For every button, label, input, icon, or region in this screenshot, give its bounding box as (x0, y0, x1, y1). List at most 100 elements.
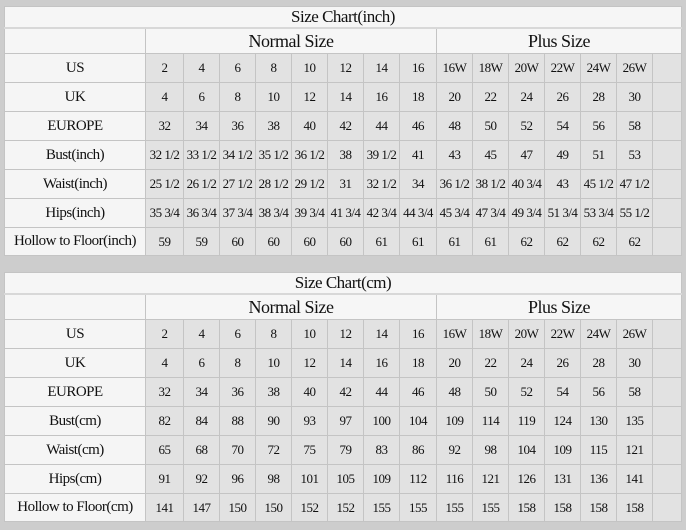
size-cell: 2 (145, 319, 184, 349)
size-cell: 130 (580, 406, 617, 436)
size-cell: 45 3/4 (436, 198, 473, 228)
size-cell: 92 (183, 464, 220, 494)
size-cell: 36 3/4 (183, 198, 220, 228)
row-label: Hollow to Floor(cm) (4, 493, 146, 522)
size-cell: 53 (616, 140, 653, 170)
size-cell: 155 (472, 493, 509, 522)
size-cell: 4 (183, 319, 220, 349)
size-cell: 28 1/2 (255, 169, 292, 199)
size-cell: 79 (327, 435, 364, 465)
size-cell: 47 (508, 140, 545, 170)
size-cell: 47 3/4 (472, 198, 509, 228)
size-cell: 68 (183, 435, 220, 465)
size-cell: 61 (436, 227, 473, 256)
size-cell: 147 (183, 493, 220, 522)
size-cell: 25 1/2 (145, 169, 184, 199)
size-cell: 150 (219, 493, 256, 522)
size-cell: 4 (145, 82, 184, 112)
size-cell: 90 (255, 406, 292, 436)
size-cell: 8 (255, 319, 292, 349)
size-cell: 61 (399, 227, 437, 256)
size-cell: 22W (544, 319, 581, 349)
chart-title: Size Chart(inch) (4, 6, 682, 29)
size-cell: 34 1/2 (219, 140, 256, 170)
size-cell: 47 1/2 (616, 169, 653, 199)
size-cell: 33 1/2 (183, 140, 220, 170)
size-cell: 36 (219, 377, 256, 407)
size-cell: 18W (472, 53, 509, 83)
row-label: US (4, 53, 146, 83)
size-cell: 26 1/2 (183, 169, 220, 199)
empty-cell (652, 53, 682, 83)
size-cell: 45 1/2 (580, 169, 617, 199)
size-cell: 114 (472, 406, 509, 436)
size-cell: 105 (327, 464, 364, 494)
size-cell: 104 (399, 406, 437, 436)
size-cell: 16 (399, 53, 437, 83)
size-cell: 49 (544, 140, 581, 170)
size-cell: 22 (472, 82, 509, 112)
empty-cell (652, 377, 682, 407)
size-cell: 121 (472, 464, 509, 494)
size-cell: 43 (436, 140, 473, 170)
size-cell: 51 (580, 140, 617, 170)
size-cell: 6 (183, 82, 220, 112)
size-cell: 37 3/4 (219, 198, 256, 228)
row-label: Bust(cm) (4, 406, 146, 436)
size-cell: 38 1/2 (472, 169, 509, 199)
size-cell: 50 (472, 377, 509, 407)
size-cell: 18 (399, 82, 437, 112)
size-cell: 75 (291, 435, 328, 465)
empty-cell (652, 348, 682, 378)
size-cell: 59 (145, 227, 184, 256)
size-cell: 14 (327, 348, 364, 378)
size-cell: 42 (327, 111, 364, 141)
table-row: EUROPE 32 34 36 38 40 42 44 46 48 50 52 54 56 58 (4, 111, 682, 141)
table-row: Waist(inch) 25 1/2 26 1/2 27 1/2 28 1/2 29 1/… (4, 169, 682, 199)
size-cell: 61 (472, 227, 509, 256)
size-cell: 39 3/4 (291, 198, 328, 228)
empty-cell (652, 493, 682, 522)
size-cell: 155 (363, 493, 400, 522)
size-cell: 155 (399, 493, 437, 522)
size-cell: 42 (327, 377, 364, 407)
size-cell: 62 (544, 227, 581, 256)
table-row: EUROPE 32 34 36 38 40 42 44 46 48 50 52 54 56 58 (4, 377, 682, 407)
size-cell: 8 (219, 348, 256, 378)
size-cell: 86 (399, 435, 437, 465)
size-cell: 40 (291, 377, 328, 407)
size-cell: 6 (183, 348, 220, 378)
empty-cell (652, 435, 682, 465)
size-cell: 51 3/4 (544, 198, 581, 228)
size-cell: 24W (580, 53, 617, 83)
group-plus-size: Plus Size (436, 293, 682, 320)
size-cell: 14 (363, 53, 400, 83)
size-cell: 29 1/2 (291, 169, 328, 199)
size-cell: 43 (544, 169, 581, 199)
size-cell: 30 (616, 82, 653, 112)
size-cell: 32 1/2 (363, 169, 400, 199)
size-cell: 41 3/4 (327, 198, 364, 228)
size-cell: 62 (616, 227, 653, 256)
size-cell: 46 (399, 111, 437, 141)
size-cell: 104 (508, 435, 545, 465)
size-cell: 26 (544, 82, 581, 112)
size-cell: 100 (363, 406, 400, 436)
size-cell: 65 (145, 435, 184, 465)
size-cell: 14 (327, 82, 364, 112)
size-cell: 14 (363, 319, 400, 349)
size-cell: 50 (472, 111, 509, 141)
row-label: Waist(inch) (4, 169, 146, 199)
table-row: US 2 4 6 8 10 12 14 16 16W 18W 20W 22W 24W 26W (4, 53, 682, 83)
size-cell: 158 (616, 493, 653, 522)
size-cell: 20 (436, 82, 473, 112)
size-cell: 4 (183, 53, 220, 83)
size-cell: 58 (616, 377, 653, 407)
size-cell: 12 (291, 82, 328, 112)
size-cell: 16 (363, 348, 400, 378)
empty-cell (652, 82, 682, 112)
group-header-row: Normal Size Plus Size (4, 293, 682, 320)
empty-cell (652, 140, 682, 170)
size-cell: 72 (255, 435, 292, 465)
size-cell: 126 (508, 464, 545, 494)
